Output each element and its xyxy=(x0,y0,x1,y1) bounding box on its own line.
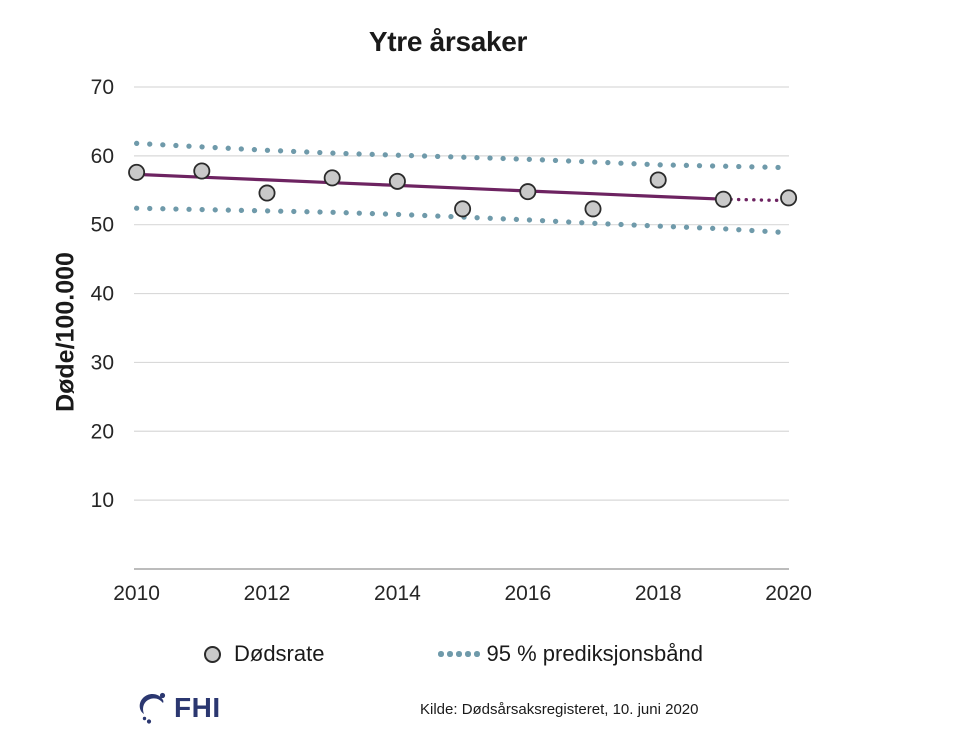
y-tick-label: 30 xyxy=(91,351,114,374)
chart-legend: Dødsrate 95 % prediksjonsbånd xyxy=(0,637,970,671)
x-tick-label: 2014 xyxy=(374,582,421,605)
y-tick-label: 20 xyxy=(91,420,114,443)
y-axis-title: Døde/100.000 xyxy=(51,252,80,412)
data-point-2014 xyxy=(388,172,406,190)
data-point-2018 xyxy=(649,171,667,189)
trend-forecast-dotted xyxy=(721,197,791,203)
legend-item-band: 95 % prediksjonsbånd xyxy=(438,637,703,671)
data-point-2012 xyxy=(258,184,276,202)
fhi-swoosh-icon xyxy=(139,692,166,724)
fhi-logo: FHI xyxy=(135,690,221,726)
circle-marker-icon xyxy=(204,645,221,663)
chart-plot-area: 10 20 30 40 50 60 70 2010 2012 2014 2016 2018 2020 xyxy=(91,76,812,605)
data-point-2013 xyxy=(323,169,341,187)
data-point-2020 xyxy=(780,189,798,207)
data-point-2015 xyxy=(454,200,472,218)
chart-title: Ytre årsaker xyxy=(368,26,528,57)
fhi-logo-text: FHI xyxy=(174,692,221,723)
x-tick-label: 2012 xyxy=(244,582,291,605)
x-tick-label: 2010 xyxy=(113,582,160,605)
x-tick-label: 2018 xyxy=(635,582,682,605)
source-text: Kilde: Dødsårsaksregisteret, 10. juni 20… xyxy=(420,701,699,718)
y-tick-label: 40 xyxy=(91,283,114,306)
dotted-line-icon xyxy=(438,651,480,657)
y-tick-label: 10 xyxy=(91,489,114,512)
data-point-2016 xyxy=(519,183,537,201)
y-tick-label: 70 xyxy=(91,76,114,99)
data-point-2017 xyxy=(584,200,602,218)
x-tick-label: 2016 xyxy=(504,582,551,605)
legend-item-dodsrate: Dødsrate xyxy=(204,637,324,671)
data-point-2010 xyxy=(128,163,146,181)
data-point-2019 xyxy=(714,190,732,208)
upper-band-line xyxy=(134,140,784,171)
legend-label-band: 95 % prediksjonsbånd xyxy=(486,641,703,666)
trend-line xyxy=(136,172,724,201)
y-tick-label: 60 xyxy=(91,145,114,168)
legend-label-dodsrate: Dødsrate xyxy=(234,641,325,666)
y-tick-label: 50 xyxy=(91,214,114,237)
x-tick-label: 2020 xyxy=(765,582,812,605)
data-point-2011 xyxy=(193,162,211,180)
